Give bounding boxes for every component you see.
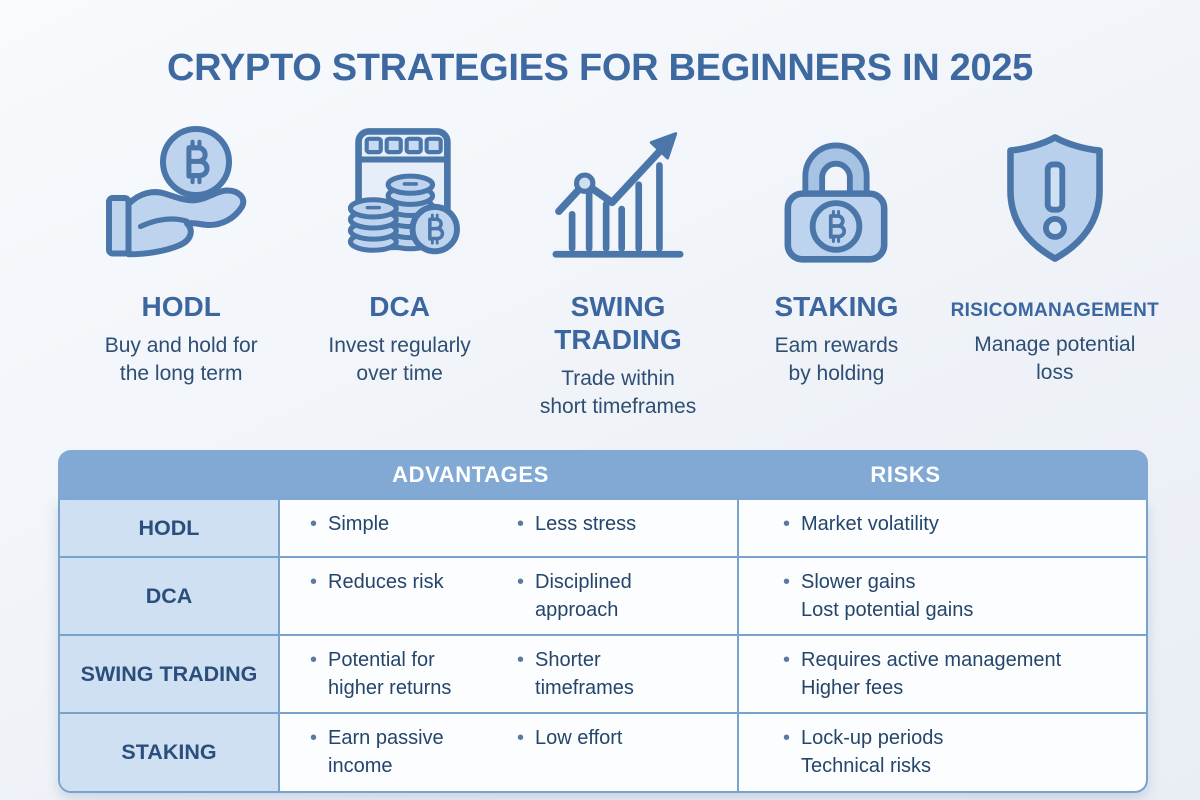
strategy-description: Trade within short timeframes [539, 367, 697, 418]
bullet-icon: • [310, 571, 318, 593]
advantage-text: Shorter timeframes [535, 649, 634, 699]
advantage-text: Disciplined approach [535, 571, 632, 621]
strategy-description: Eam rewards by holding [774, 334, 899, 385]
advantage-item: • Simple [310, 511, 517, 539]
bitcoin-padlock-icon [727, 114, 945, 282]
strategy-swing-trading: SWING TRADING Trade within short timefra… [509, 114, 727, 421]
advantage-text: Simple [328, 513, 390, 535]
risks-cell: • Requires active management Higher fees [739, 636, 1146, 712]
risk-item: • Requires active management Higher fees [783, 647, 1130, 702]
advantage-text: Less stress [535, 513, 637, 535]
advantage-item: • Reduces risk [310, 569, 517, 624]
strategy-name: RISICOMANAGEMENT [950, 300, 1160, 321]
risk-text: Slower gains Lost potential gains [801, 571, 974, 621]
table-row-swing-trading: SWING TRADING • Potential for higher ret… [60, 634, 1146, 713]
hand-holding-bitcoin-icon [72, 114, 290, 282]
bullet-icon: • [783, 727, 791, 750]
row-label: STAKING [60, 714, 280, 791]
strategy-risk-management: RISICOMANAGEMENT Manage potential loss [946, 114, 1164, 421]
alert-shield-icon [946, 114, 1164, 282]
table-body: HODL • Simple • Less stress • Market vol… [58, 500, 1148, 793]
advantages-cell: • Reduces risk • Disciplined approach [280, 558, 739, 635]
chart-uptrend-icon [509, 114, 727, 282]
bullet-icon: • [783, 571, 791, 593]
strategy-name: HODL [141, 291, 221, 322]
bullet-icon: • [517, 727, 525, 750]
strategy-name: DCA [369, 291, 430, 322]
strategy-description: Buy and hold for the long term [104, 334, 258, 385]
bullet-icon: • [783, 513, 791, 535]
bullet-icon: • [310, 649, 318, 672]
table-row-hodl: HODL • Simple • Less stress • Market vol… [60, 500, 1146, 556]
risks-cell: • Slower gains Lost potential gains [739, 558, 1146, 634]
calendar-coins-icon [290, 114, 508, 282]
bullet-icon: • [783, 649, 791, 672]
advantages-cell: • Simple • Less stress [280, 500, 739, 556]
advantage-text: Low effort [535, 727, 623, 750]
column-header-risks: RISKS [870, 462, 941, 487]
bullet-icon: • [517, 513, 525, 535]
advantage-text: Potential for higher returns [328, 649, 452, 699]
strategy-row: HODL Buy and hold for the long term [72, 114, 1164, 421]
row-label: HODL [60, 500, 280, 556]
strategy-dca: DCA Invest regularly over time [290, 114, 508, 421]
strategy-staking: STAKING Eam rewards by holding [727, 114, 945, 421]
table-row-staking: STAKING • Earn passive income • Low effo… [60, 712, 1146, 791]
strategy-description: Manage potential loss [974, 333, 1136, 385]
advantages-cell: • Earn passive income • Low effort [280, 714, 739, 791]
risk-text: Lock-up periods Technical risks [801, 727, 944, 777]
strategy-description: Invest regularly over time [328, 334, 471, 385]
bullet-icon: • [310, 513, 318, 535]
risk-item: • Slower gains Lost potential gains [783, 569, 1130, 624]
comparison-table: ADVANTAGES RISKS HODL • Simple • Less st… [58, 450, 1148, 793]
advantage-text: Earn passive income [328, 727, 444, 777]
advantage-item: • Potential for higher returns [310, 647, 517, 702]
table-row-dca: DCA • Reduces risk • Disciplined approac… [60, 556, 1146, 635]
row-label: DCA [60, 558, 280, 635]
bullet-icon: • [517, 649, 525, 672]
advantage-item: • Shorter timeframes [517, 647, 729, 702]
column-header-advantages: ADVANTAGES [392, 462, 549, 487]
risk-item: • Market volatility [783, 511, 1130, 539]
advantage-text: Reduces risk [328, 571, 444, 593]
advantages-cell: • Potential for higher returns • Shorter… [280, 636, 739, 713]
advantage-item: • Earn passive income [310, 725, 517, 780]
advantage-item: • Less stress [517, 511, 729, 539]
risk-text: Market volatility [801, 513, 939, 535]
risk-item: • Lock-up periods Technical risks [783, 725, 1130, 780]
page-title: CRYPTO STRATEGIES FOR BEGINNERS IN 2025 [167, 47, 1033, 89]
strategy-name: STAKING [774, 291, 899, 322]
bullet-icon: • [517, 571, 525, 593]
bullet-icon: • [310, 727, 318, 750]
advantage-item: • Low effort [517, 725, 729, 780]
advantage-item: • Disciplined approach [517, 569, 729, 624]
strategy-hodl: HODL Buy and hold for the long term [72, 114, 290, 421]
risks-cell: • Lock-up periods Technical risks [739, 714, 1146, 790]
risks-cell: • Market volatility [739, 500, 1146, 556]
risk-text: Requires active management Higher fees [801, 649, 1062, 699]
row-label: SWING TRADING [60, 636, 280, 713]
table-header: ADVANTAGES RISKS [58, 450, 1148, 500]
strategy-name: SWING TRADING [554, 291, 682, 356]
